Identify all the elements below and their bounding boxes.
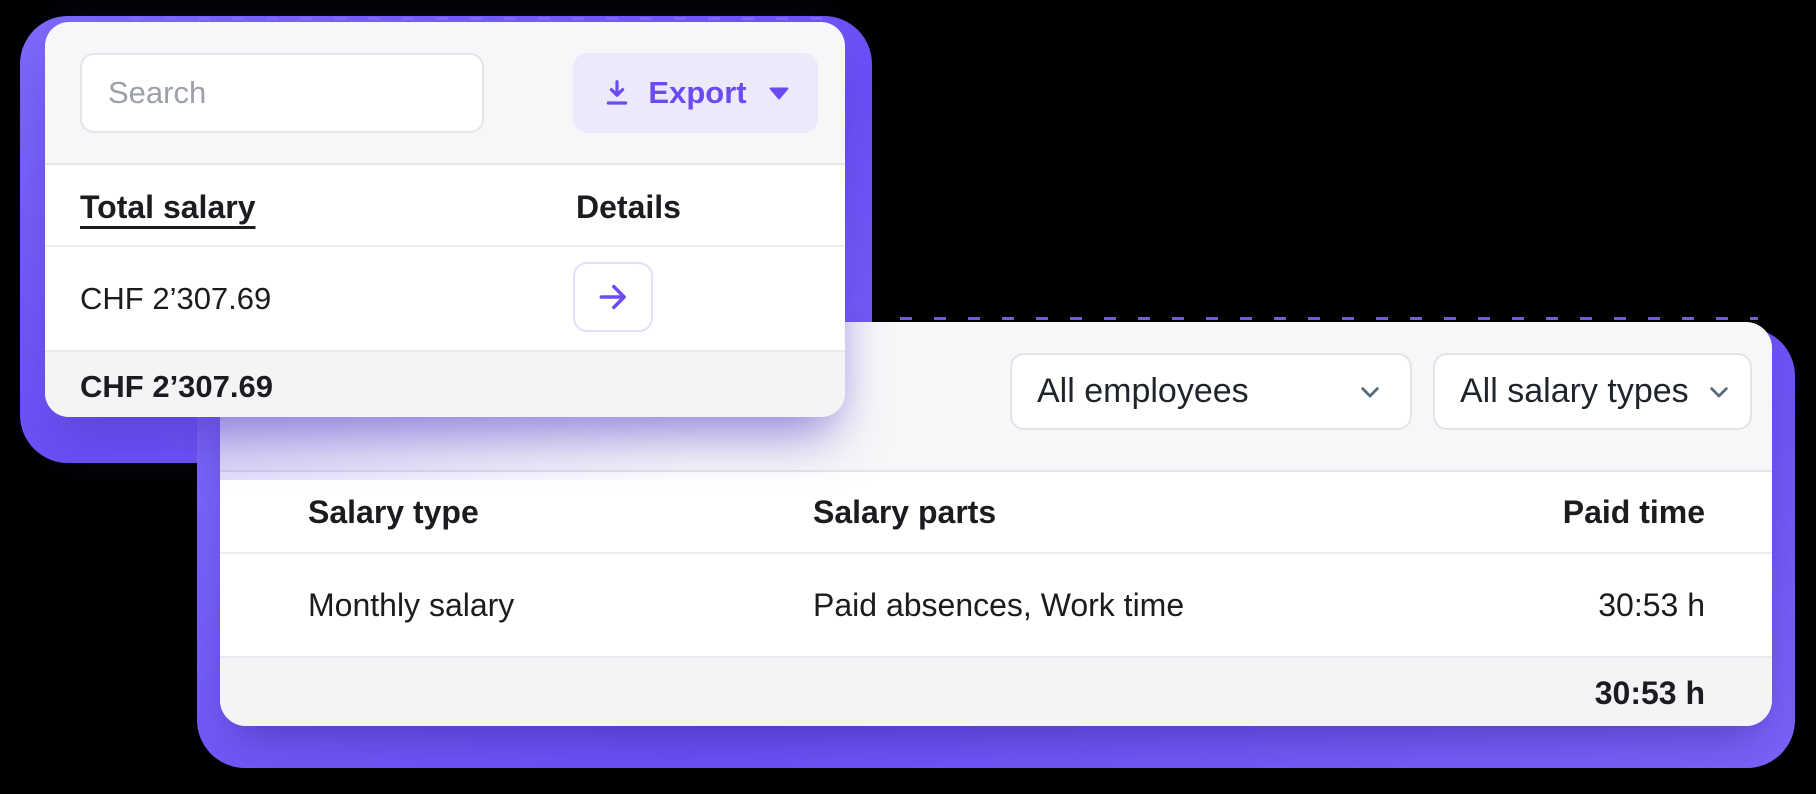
export-button-label: Export bbox=[648, 75, 747, 110]
divider bbox=[45, 245, 845, 247]
salary-types-filter-dropdown[interactable]: All salary types bbox=[1433, 353, 1752, 430]
divider bbox=[220, 552, 1772, 554]
row-details-button[interactable] bbox=[573, 262, 653, 332]
column-header-details: Details bbox=[576, 189, 681, 225]
table-footer-row bbox=[220, 658, 1772, 726]
employees-filter-value: All employees bbox=[1037, 372, 1249, 410]
search-input[interactable] bbox=[80, 53, 484, 133]
footer-total-salary: CHF 2’307.69 bbox=[80, 369, 273, 404]
footer-paid-time-total: 30:53 h bbox=[1594, 675, 1705, 711]
salary-overview-card: Export Total salary Details CHF 2’307.69… bbox=[45, 22, 845, 417]
table-body-background bbox=[45, 165, 845, 350]
divider bbox=[45, 350, 845, 352]
export-button[interactable]: Export bbox=[573, 53, 818, 133]
salary-types-filter-value: All salary types bbox=[1460, 372, 1689, 410]
glow-speckles-top bbox=[130, 17, 838, 20]
glow-speckles-bottom bbox=[900, 317, 1758, 320]
caret-down-icon bbox=[769, 87, 789, 99]
chevron-down-icon bbox=[1709, 386, 1728, 397]
column-header-total-salary[interactable]: Total salary bbox=[80, 189, 256, 225]
column-header-salary-type: Salary type bbox=[308, 494, 479, 530]
divider bbox=[220, 470, 1772, 472]
column-header-salary-parts: Salary parts bbox=[813, 494, 997, 530]
table-row-total-salary: CHF 2’307.69 bbox=[80, 281, 272, 316]
table-row-salary-parts: Paid absences, Work time bbox=[813, 587, 1185, 623]
employees-filter-dropdown[interactable]: All employees bbox=[1010, 353, 1412, 430]
column-header-paid-time: Paid time bbox=[1562, 494, 1705, 530]
table-footer-row bbox=[45, 352, 845, 417]
download-icon bbox=[607, 80, 628, 105]
divider bbox=[220, 656, 1772, 658]
chevron-down-icon bbox=[1361, 386, 1379, 397]
table-row-salary-type: Monthly salary bbox=[308, 587, 515, 623]
table-body-background bbox=[220, 472, 1772, 656]
arrow-right-icon bbox=[599, 284, 626, 310]
divider bbox=[45, 163, 845, 165]
table-row-paid-time: 30:53 h bbox=[1598, 587, 1705, 623]
